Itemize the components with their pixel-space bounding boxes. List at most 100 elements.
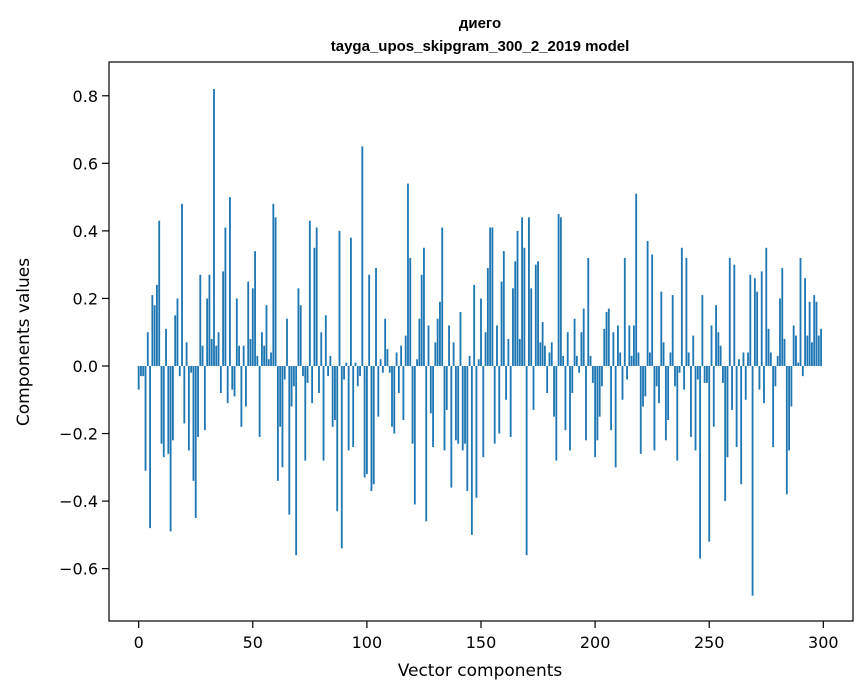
bar-93 [350, 237, 352, 366]
bar-149 [477, 359, 480, 366]
bar-46 [242, 345, 245, 366]
bar-19 [181, 203, 183, 366]
bar-161 [505, 365, 508, 400]
bar-71 [299, 305, 302, 366]
bar-146 [470, 365, 473, 535]
bar-145 [468, 355, 471, 366]
bar-166 [516, 230, 519, 366]
bar-81 [322, 365, 325, 461]
x-axis-ticks: 0 50 100 150 200 250 300 [134, 621, 839, 652]
bar-216 [630, 355, 633, 366]
bar-27 [199, 274, 202, 366]
bar-246 [699, 365, 702, 559]
bar-251 [710, 325, 713, 366]
bar-66 [288, 365, 291, 515]
bar-198 [589, 355, 592, 366]
bar-18 [178, 365, 181, 377]
bar-55 [263, 345, 266, 366]
bar-252 [712, 365, 715, 427]
bar-5 [149, 365, 151, 529]
bar-221 [642, 365, 644, 407]
bar-243 [692, 335, 695, 366]
bar-13 [167, 365, 170, 454]
bar-230 [662, 342, 665, 366]
bar-49 [249, 338, 252, 366]
bar-240 [685, 257, 688, 366]
bar-51 [254, 251, 256, 366]
bar-272 [758, 365, 761, 390]
bar-41 [231, 365, 234, 390]
bar-288 [795, 335, 797, 366]
bar-69 [295, 365, 298, 556]
bar-28 [201, 345, 204, 366]
bar-211 [619, 352, 622, 366]
bar-96 [356, 365, 359, 387]
bar-210 [617, 325, 619, 366]
bar-268 [749, 274, 752, 366]
bar-15 [171, 365, 174, 441]
bar-95 [354, 362, 357, 366]
bar-135 [445, 365, 448, 410]
y-axis-ticks: −0.6 −0.4 −0.2 0.0 0.2 0.4 0.6 0.8 [59, 87, 109, 579]
bar-12 [165, 328, 167, 366]
bar-204 [603, 328, 606, 366]
bar-265 [742, 352, 745, 366]
bar-117 [404, 335, 407, 366]
bar-158 [498, 365, 501, 434]
bar-84 [329, 355, 332, 366]
bar-232 [667, 365, 670, 421]
bar-128 [429, 365, 432, 414]
bar-164 [512, 288, 514, 366]
bar-86 [334, 365, 336, 421]
bar-113 [395, 352, 398, 366]
bar-120 [411, 365, 414, 444]
bar-99 [363, 365, 366, 478]
bar-249 [706, 365, 708, 383]
bar-103 [372, 365, 375, 485]
bar-58 [270, 352, 272, 366]
bar-226 [653, 365, 656, 451]
bar-261 [733, 264, 736, 366]
bar-212 [621, 365, 624, 400]
bar-284 [785, 365, 788, 495]
bar-195 [582, 308, 585, 366]
bar-72 [302, 365, 304, 377]
bar-121 [413, 365, 416, 505]
bar-200 [594, 365, 597, 458]
y-tick-label: 0.2 [73, 289, 98, 308]
bar-34 [215, 345, 218, 366]
bar-192 [575, 355, 578, 366]
bar-218 [635, 193, 638, 366]
bar-47 [245, 365, 247, 407]
bar-254 [717, 332, 720, 366]
bar-119 [409, 257, 412, 366]
bar-234 [671, 295, 674, 366]
bar-156 [493, 365, 496, 444]
bar-136 [448, 325, 450, 366]
x-tick-label: 150 [466, 633, 497, 652]
bar-157 [496, 325, 498, 366]
bar-23 [190, 365, 193, 373]
bar-194 [580, 332, 583, 366]
x-tick-label: 100 [352, 633, 383, 652]
bar-130 [434, 342, 437, 366]
bar-124 [420, 274, 423, 366]
bar-91 [345, 362, 348, 366]
bar-110 [388, 365, 391, 373]
bar-90 [343, 365, 345, 380]
bar-267 [747, 352, 749, 366]
bar-125 [423, 247, 425, 366]
bar-98 [361, 146, 364, 366]
bar-283 [783, 338, 786, 366]
bar-208 [612, 332, 615, 366]
bar-2 [142, 365, 145, 377]
bar-52 [256, 355, 259, 366]
bar-292 [804, 278, 806, 366]
bar-250 [708, 365, 711, 542]
bar-89 [340, 365, 343, 549]
bar-290 [799, 257, 802, 366]
bar-56 [265, 305, 268, 366]
bar-174 [534, 264, 537, 366]
bar-151 [482, 365, 485, 458]
bar-289 [797, 362, 800, 366]
